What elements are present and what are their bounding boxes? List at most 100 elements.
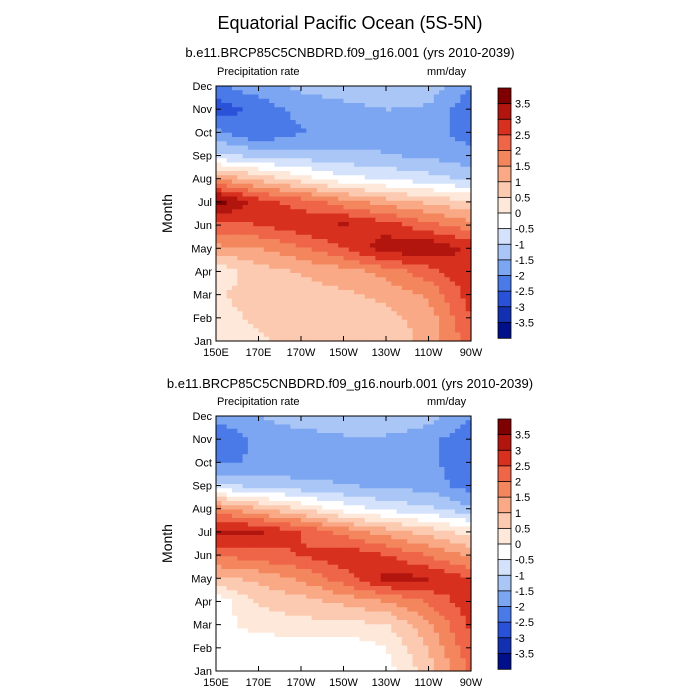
heatmap-cell <box>322 209 329 215</box>
heatmap-cell <box>460 179 467 185</box>
heatmap-cell <box>221 424 228 430</box>
heatmap-cell <box>231 107 238 113</box>
heatmap-cell <box>216 234 222 240</box>
heatmap-cell <box>401 573 408 579</box>
heatmap-cell <box>295 243 302 249</box>
heatmap-cell <box>231 475 238 481</box>
heatmap-cell <box>279 107 286 113</box>
colorbar-tick-label: -3.5 <box>515 317 534 329</box>
heatmap-cell <box>370 226 376 232</box>
heatmap-cell <box>433 179 440 185</box>
heatmap-cell <box>407 86 414 91</box>
heatmap-cell <box>247 179 254 185</box>
heatmap-cell <box>322 564 329 570</box>
heatmap-cell <box>386 171 392 176</box>
heatmap-cell <box>263 251 270 257</box>
heatmap-cell <box>449 462 456 468</box>
heatmap-cell <box>444 560 451 566</box>
heatmap-cell <box>231 200 238 206</box>
heatmap-cell <box>439 264 446 270</box>
heatmap-cell <box>306 315 313 321</box>
heatmap-cell <box>258 145 265 151</box>
heatmap-cell <box>274 569 281 574</box>
y-tick-label: Aug <box>192 174 212 186</box>
heatmap-cell <box>412 222 419 227</box>
heatmap-cell <box>226 281 233 287</box>
heatmap-cell <box>439 290 446 295</box>
heatmap-cell <box>412 298 419 304</box>
heatmap-cell <box>370 209 376 215</box>
heatmap-cell <box>295 328 302 334</box>
heatmap-cell <box>428 256 435 261</box>
heatmap-cell <box>375 535 382 540</box>
heatmap-cell <box>285 324 291 329</box>
heatmap-cell <box>269 332 276 338</box>
heatmap-cell <box>423 294 430 300</box>
heatmap-cell <box>359 137 366 142</box>
heatmap-cell <box>460 260 467 266</box>
heatmap-cell <box>348 526 355 532</box>
heatmap-cell <box>364 577 371 583</box>
heatmap-cell <box>263 188 270 193</box>
heatmap-cell <box>449 145 456 151</box>
heatmap-cell <box>370 522 376 528</box>
heatmap-cell <box>274 175 281 181</box>
heatmap-cell <box>460 268 467 274</box>
heatmap-cell <box>423 433 430 438</box>
heatmap-cell <box>417 205 424 210</box>
heatmap-cell <box>226 290 233 295</box>
heatmap-cell <box>401 513 408 519</box>
heatmap-cell <box>226 302 233 308</box>
heatmap-cell <box>444 243 451 249</box>
heatmap-cell <box>455 539 461 545</box>
heatmap-cell <box>295 492 302 498</box>
heatmap-cell <box>338 530 345 536</box>
heatmap-cell <box>301 577 307 583</box>
heatmap-cell <box>221 543 228 549</box>
heatmap-cell <box>327 336 334 342</box>
heatmap-cell <box>285 247 291 253</box>
heatmap-cell <box>269 547 276 553</box>
heatmap-cell <box>460 496 467 502</box>
heatmap-cell <box>423 179 430 185</box>
heatmap-cell <box>455 294 461 300</box>
heatmap-cell <box>306 90 313 96</box>
heatmap-cell <box>269 324 276 329</box>
heatmap-cell <box>465 560 472 566</box>
heatmap-cell <box>375 577 382 583</box>
heatmap-cell <box>338 132 345 138</box>
heatmap-cell <box>263 424 270 430</box>
heatmap-cell <box>269 522 276 528</box>
heatmap-cell <box>465 428 472 434</box>
heatmap-cell <box>316 467 323 472</box>
heatmap-cell <box>242 505 249 511</box>
heatmap-cell <box>247 209 254 215</box>
heatmap-cell <box>285 268 291 274</box>
heatmap-cell <box>407 590 414 596</box>
heatmap-cell <box>455 90 461 96</box>
heatmap-cell <box>306 171 313 176</box>
heatmap-cell <box>231 192 238 198</box>
heatmap-cell <box>242 273 249 278</box>
heatmap-cell <box>460 484 467 489</box>
heatmap-cell <box>279 496 286 502</box>
heatmap-cell <box>301 319 307 325</box>
heatmap-cell <box>348 268 355 274</box>
heatmap-cell <box>460 107 467 113</box>
heatmap-cell <box>327 433 334 438</box>
heatmap-cell <box>359 324 366 329</box>
heatmap-cell <box>439 428 446 434</box>
heatmap-cell <box>263 492 270 498</box>
heatmap-cell <box>263 243 270 249</box>
heatmap-cell <box>253 462 260 468</box>
heatmap-cell <box>370 492 376 498</box>
heatmap-cell <box>364 171 371 176</box>
heatmap-cell <box>423 496 430 502</box>
heatmap-cell <box>285 458 291 464</box>
heatmap-cell <box>242 475 249 481</box>
heatmap-cell <box>216 205 222 210</box>
heatmap-cell <box>306 420 313 426</box>
heatmap-cell <box>253 268 260 274</box>
heatmap-cell <box>439 513 446 519</box>
heatmap-cell <box>444 445 451 451</box>
